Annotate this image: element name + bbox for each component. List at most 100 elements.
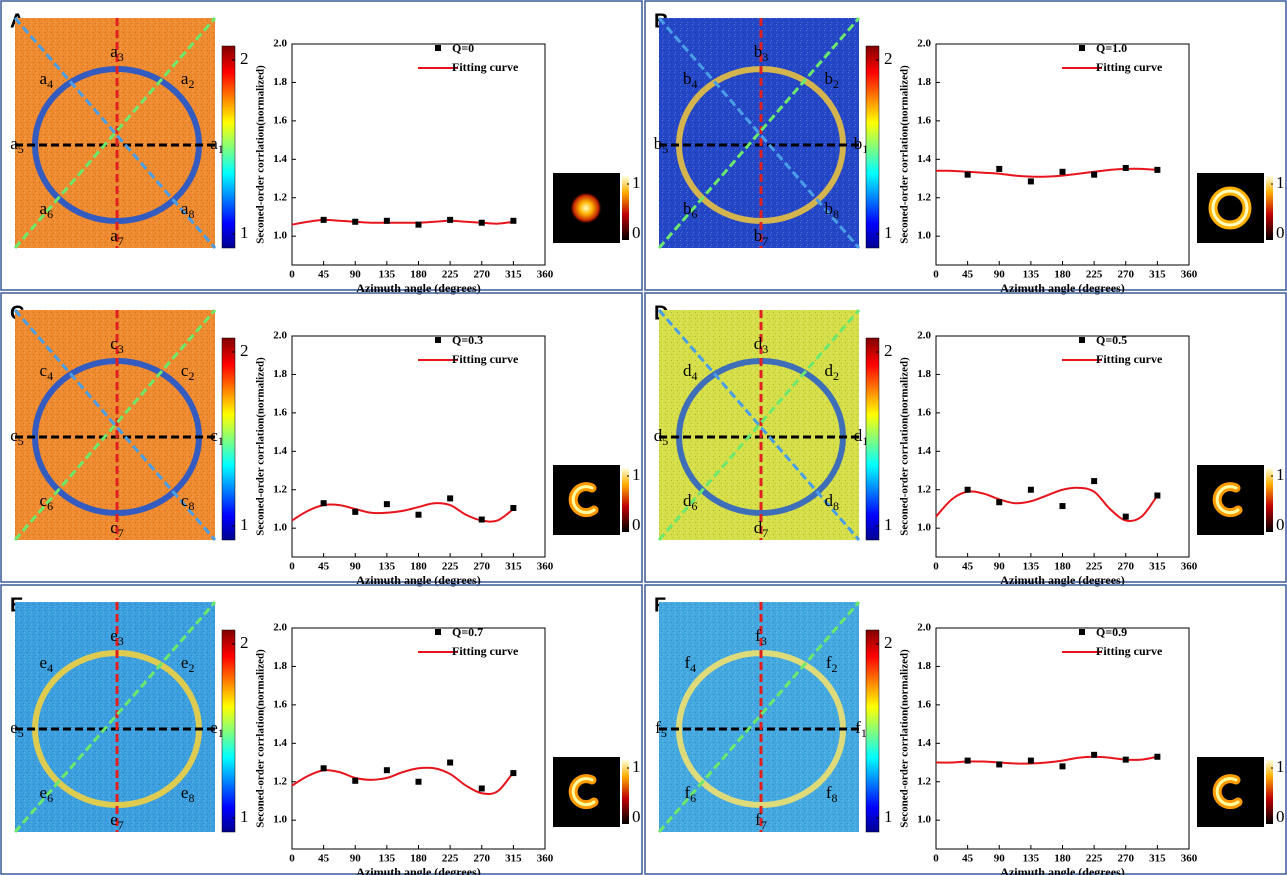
data-point [1028,178,1034,184]
data-point [510,770,516,776]
ring-label-base: b [854,134,863,153]
y-tick-label: 1.0 [273,230,287,242]
ring-label: e1 [210,718,224,740]
ring-label-sub: 5 [18,434,24,448]
x-tick-label: 360 [1181,561,1198,573]
panel: Bb1b2b3b4b5b6b7b812010459013518022527031… [645,1,1286,295]
ring-label-sub: 8 [188,207,194,221]
ring-label-base: e [181,783,189,802]
ring-label-sub: 5 [18,726,24,740]
y-tick-label: 1.8 [273,368,287,380]
x-tick-label: 360 [1181,269,1198,281]
data-point [416,779,422,785]
legend-label: Q=0.9 [1096,625,1127,639]
x-tick-label: 360 [1181,853,1198,865]
ring-label-sub: 5 [18,142,24,156]
x-tick-label: 225 [1086,561,1103,573]
data-point [996,761,1002,767]
ring-label-sub: 8 [188,499,194,513]
legend-label: Fitting curve [452,644,519,658]
plot-frame [292,44,545,265]
ring-label-sub: 2 [188,369,194,383]
ring-label-sub: 6 [692,207,698,221]
y-axis-title: Seconed-order corrlation(normalized) [255,65,267,244]
y-tick-label: 1.0 [917,814,931,826]
y-axis-title: Seconed-order corrlation(normalized) [255,357,267,536]
y-tick-label: 1.4 [917,153,931,165]
ring-label-base: b [754,226,763,245]
ring-label-base: b [683,199,692,218]
inset-colorbar-tick-label: 0 [1276,223,1285,242]
colorbar [222,338,235,540]
panel: Aa1a2a3a4a5a6a7a812010459013518022527031… [1,1,642,295]
data-point [352,778,358,784]
x-tick-label: 135 [1023,269,1040,281]
inset-colorbar-tick-label: 0 [1276,515,1285,534]
plot-frame [292,336,545,557]
plot-frame [292,628,545,849]
y-tick-label: 2.0 [917,330,931,342]
y-axis-title: Seconed-order corrlation(normalized) [255,649,267,828]
y-tick-label: 1.4 [273,153,287,165]
ring-label-base: e [110,626,118,645]
x-tick-label: 135 [1023,561,1040,573]
y-tick-label: 1.8 [917,76,931,88]
x-tick-label: 45 [962,561,974,573]
ring-label-sub: 8 [833,207,839,221]
inset-colorbar [622,760,629,824]
colorbar [866,46,879,248]
legend-label: Q=0.5 [1096,333,1127,347]
x-tick-label: 45 [962,269,974,281]
ring-label-sub: 4 [47,369,53,383]
colorbar-tick-label: 2 [884,633,893,652]
data-point [996,499,1002,505]
colorbar-tick-label: 2 [884,341,893,360]
ring-label-sub: 2 [188,661,194,675]
panel: Ee1e2e3e4e5e6e7e812010459013518022527031… [1,585,642,875]
y-tick-label: 1.6 [273,406,287,418]
y-tick-label: 1.6 [273,114,287,126]
data-point [479,220,485,226]
ring-label-sub: 6 [47,207,53,221]
legend-marker [435,337,441,343]
ring-label: a1 [210,134,224,156]
y-axis-title: Seconed-order corrlation(normalized) [899,65,911,244]
data-point [965,487,971,493]
ring-label-sub: 5 [662,142,668,156]
legend-label: Fitting curve [1096,644,1163,658]
colorbar-tick-label: 1 [240,223,249,242]
data-point [384,218,390,224]
legend-label: Q=0.7 [452,625,483,639]
x-tick-label: 225 [442,561,459,573]
x-tick-label: 315 [505,561,522,573]
ring-label-base: e [181,653,189,672]
y-axis-title: Seconed-order corrlation(normalized) [899,649,911,828]
inset-colorbar-tick-label: 1 [632,465,641,484]
ring-label-sub: 6 [690,791,696,805]
ring-label-sub: 5 [661,726,667,740]
data-point [479,517,485,523]
colorbar [866,630,879,832]
legend-marker [435,629,441,635]
x-tick-label: 270 [1118,269,1135,281]
ring-label-sub: 4 [47,661,53,675]
colorbar [222,46,235,248]
ring-label-base: e [110,810,118,829]
y-tick-label: 2.0 [273,38,287,50]
x-tick-label: 180 [410,269,427,281]
x-tick-label: 90 [994,853,1006,865]
ring-label-sub: 7 [118,818,124,832]
figure: Aa1a2a3a4a5a6a7a812010459013518022527031… [0,0,1287,875]
legend-marker [1079,45,1085,51]
data-point [1123,514,1129,520]
inset-colorbar-tick-label: 0 [1276,807,1285,826]
x-tick-label: 135 [379,269,396,281]
data-point [1091,172,1097,178]
x-tick-label: 270 [1118,561,1135,573]
colorbar [866,338,879,540]
y-tick-label: 1.0 [917,522,931,534]
inset-colorbar-tick-label: 1 [632,173,641,192]
colorbar-tick-label: 2 [240,341,249,360]
data-point [510,505,516,511]
plot-frame [936,336,1189,557]
